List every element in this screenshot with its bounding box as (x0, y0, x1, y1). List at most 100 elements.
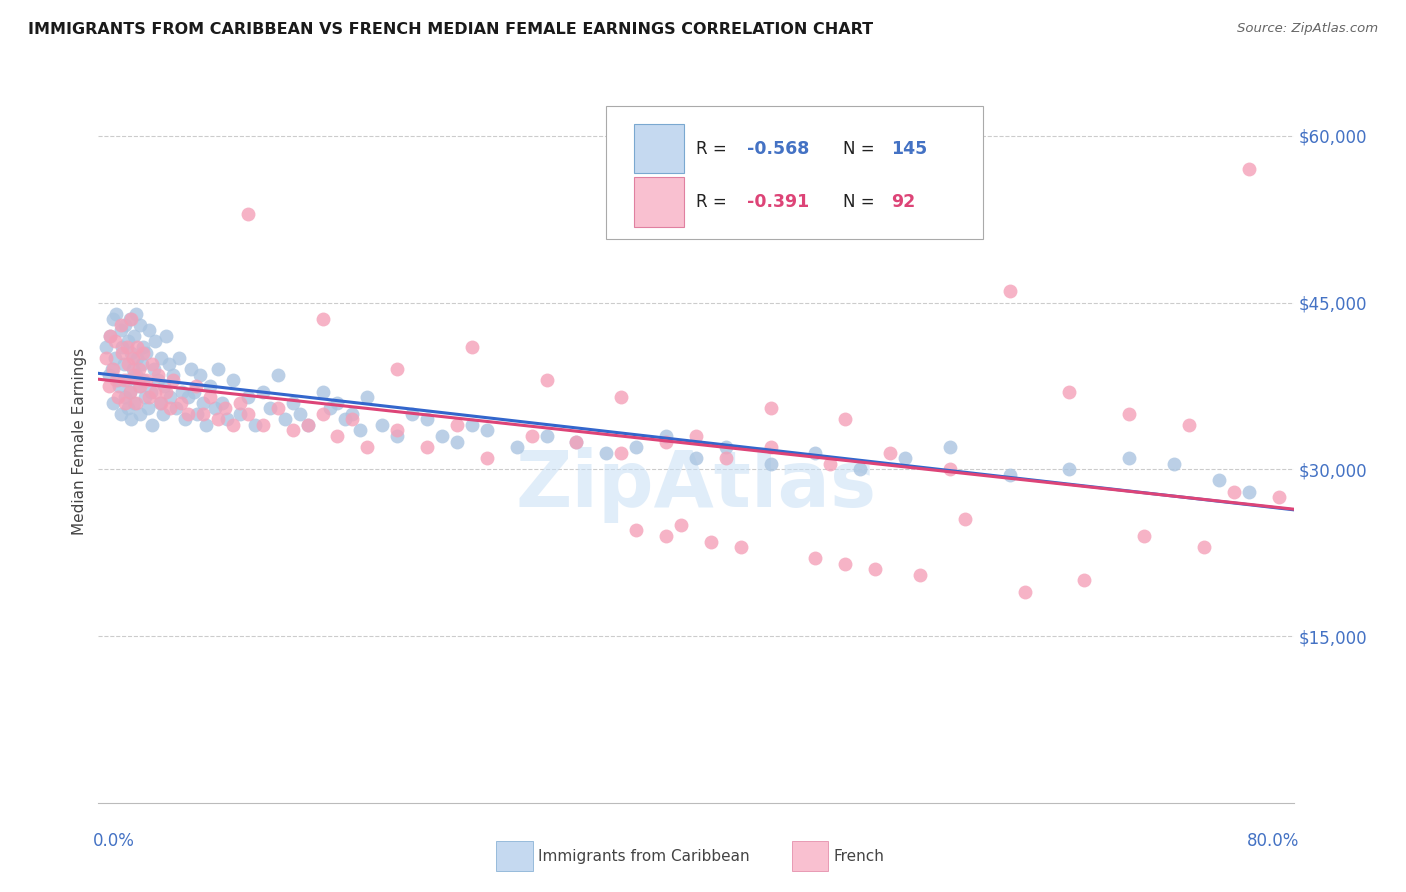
Point (94, 340, 117, 354)
Point (759, 457, 782, 471)
Point (506, 440, 529, 454)
Point (267, 368, 290, 382)
Point (333, 412, 356, 426)
Point (349, 424, 371, 438)
Point (319, 401, 342, 416)
Point (118, 312, 141, 326)
Point (565, 434, 588, 449)
Text: Source: ZipAtlas.com: Source: ZipAtlas.com (1237, 22, 1378, 36)
Point (908, 568, 931, 582)
Point (385, 429, 409, 443)
Text: N =: N = (844, 194, 880, 211)
Point (97, 368, 120, 382)
FancyBboxPatch shape (606, 105, 983, 239)
Point (998, 285, 1021, 299)
Point (103, 312, 125, 326)
Point (125, 368, 148, 382)
Point (142, 362, 165, 376)
Point (1059, 462, 1081, 476)
Point (714, 451, 737, 466)
Point (134, 390, 156, 404)
Text: R =: R = (696, 194, 733, 211)
Point (150, 351, 173, 366)
Point (148, 373, 170, 387)
Point (252, 384, 274, 399)
Point (520, 429, 543, 443)
Point (311, 407, 333, 421)
Point (1223, 484, 1246, 499)
Point (121, 351, 143, 366)
Text: Immigrants from Caribbean: Immigrants from Caribbean (538, 849, 751, 863)
Point (132, 345, 155, 359)
Point (136, 401, 159, 416)
Point (105, 373, 128, 387)
Text: N =: N = (844, 139, 880, 158)
Point (211, 395, 233, 409)
Point (222, 373, 245, 387)
Point (229, 407, 252, 421)
Point (1014, 584, 1036, 599)
Point (215, 412, 238, 426)
Point (222, 417, 245, 432)
Point (118, 384, 141, 399)
Point (105, 307, 128, 321)
Point (1118, 451, 1140, 466)
Text: -0.391: -0.391 (748, 194, 810, 211)
Point (626, 524, 648, 538)
Point (401, 407, 423, 421)
Point (267, 401, 290, 416)
Point (110, 323, 132, 337)
Point (939, 462, 962, 476)
Point (101, 362, 124, 376)
Point (259, 401, 281, 416)
Point (759, 401, 782, 416)
Point (1208, 474, 1230, 488)
Point (124, 368, 146, 382)
Point (461, 340, 484, 354)
Point (288, 407, 311, 421)
Point (714, 440, 737, 454)
Point (475, 451, 498, 466)
Point (245, 417, 267, 432)
Point (865, 562, 887, 576)
Point (446, 417, 468, 432)
Point (311, 384, 333, 399)
Point (200, 390, 222, 404)
Point (804, 445, 827, 459)
Point (98, 329, 122, 343)
Point (342, 412, 364, 426)
Point (1237, 484, 1260, 499)
Text: French: French (834, 849, 884, 863)
Point (849, 462, 872, 476)
Text: 145: 145 (891, 139, 927, 158)
Point (112, 373, 135, 387)
Point (180, 362, 202, 376)
Point (236, 207, 259, 221)
Y-axis label: Median Female Earnings: Median Female Earnings (72, 348, 87, 535)
Text: -0.568: -0.568 (748, 139, 810, 158)
Point (655, 529, 678, 543)
Point (112, 357, 135, 371)
Point (1118, 407, 1140, 421)
Point (655, 429, 678, 443)
Point (191, 407, 214, 421)
Point (149, 395, 172, 409)
Point (135, 345, 157, 359)
Point (834, 412, 856, 426)
Point (110, 318, 132, 332)
Point (115, 340, 138, 354)
Point (1163, 457, 1185, 471)
Point (416, 412, 439, 426)
Point (115, 373, 138, 387)
Point (1073, 574, 1095, 588)
Point (148, 368, 170, 382)
Point (311, 312, 333, 326)
Point (207, 412, 229, 426)
Point (129, 407, 152, 421)
Point (125, 307, 148, 321)
Point (159, 390, 181, 404)
Point (820, 457, 842, 471)
Point (108, 379, 131, 393)
Point (153, 379, 176, 393)
Point (155, 384, 177, 399)
